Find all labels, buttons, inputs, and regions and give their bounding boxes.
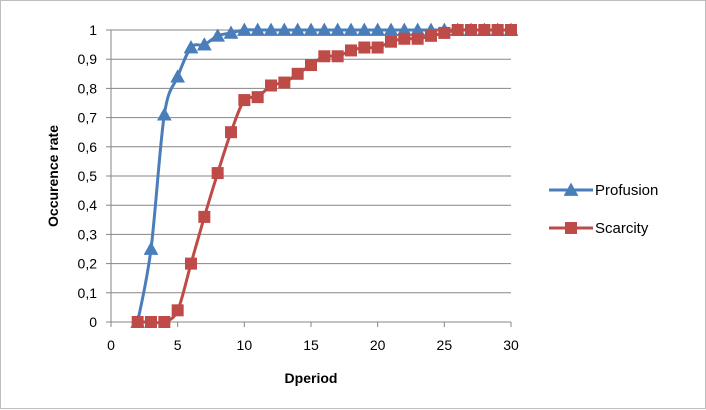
series-profusion — [130, 22, 519, 328]
data-point-scarcity — [211, 167, 224, 180]
data-point-scarcity — [371, 41, 384, 54]
data-point-scarcity — [398, 32, 411, 45]
data-point-profusion — [250, 22, 266, 36]
x-tick-label: 5 — [174, 337, 182, 353]
y-axis-ticks: 0 0,1 0,2 0,3 0,4 0,5 0,6 0,7 0,8 0,9 1 — [78, 22, 98, 330]
data-point-scarcity — [331, 50, 344, 63]
y-tick-label: 0,8 — [78, 80, 98, 96]
data-point-profusion — [223, 25, 239, 39]
data-point-profusion — [383, 22, 399, 36]
data-point-profusion — [330, 22, 346, 36]
data-point-scarcity — [451, 24, 464, 36]
y-tick-label: 0,5 — [78, 168, 98, 184]
data-point-scarcity — [345, 44, 357, 57]
y-tick-label: 0,9 — [78, 51, 98, 67]
data-point-scarcity — [265, 79, 277, 92]
y-tick-label: 0,1 — [78, 285, 98, 301]
y-tick-label: 0,2 — [78, 256, 98, 272]
data-point-scarcity — [491, 24, 504, 36]
x-tick-label: 15 — [303, 337, 319, 353]
data-point-profusion — [303, 22, 319, 36]
data-point-scarcity — [438, 26, 451, 39]
y-axis-title: Occurence rate — [45, 125, 61, 227]
data-point-profusion — [343, 22, 359, 36]
y-tick-label: 1 — [89, 22, 97, 38]
x-tick-label: 20 — [370, 337, 386, 353]
data-point-profusion — [210, 28, 226, 42]
data-point-scarcity — [478, 24, 491, 36]
legend-label-scarcity: Scarcity — [595, 220, 649, 237]
data-point-scarcity — [131, 316, 144, 328]
data-point-profusion — [156, 107, 172, 121]
legend-label-profusion: Profusion — [595, 182, 658, 199]
y-tick-label: 0,6 — [78, 139, 98, 155]
data-point-scarcity — [425, 29, 437, 42]
legend: Profusion Scarcity — [549, 182, 658, 237]
data-point-scarcity — [171, 304, 184, 317]
data-point-scarcity — [305, 59, 317, 72]
data-point-profusion — [183, 40, 199, 54]
data-point-profusion — [170, 69, 186, 83]
series-scarcity — [131, 24, 517, 328]
data-point-scarcity — [291, 67, 304, 80]
data-point-profusion — [370, 22, 386, 36]
x-axis-title: Dperiod — [285, 370, 338, 386]
data-point-scarcity — [465, 24, 477, 36]
data-point-scarcity — [411, 32, 424, 45]
x-tick-label: 0 — [107, 337, 115, 353]
y-tick-label: 0,3 — [78, 226, 98, 242]
y-tick-label: 0 — [89, 314, 97, 330]
axes — [106, 29, 512, 327]
data-point-scarcity — [198, 210, 211, 223]
data-point-profusion — [276, 22, 292, 36]
series-layer — [130, 22, 519, 328]
data-point-scarcity — [318, 50, 331, 63]
legend-marker-scarcity — [565, 222, 577, 234]
legend-marker-profusion — [563, 182, 579, 196]
data-point-scarcity — [225, 126, 237, 139]
data-point-scarcity — [251, 91, 264, 104]
data-point-scarcity — [278, 76, 291, 89]
data-point-profusion — [236, 22, 252, 36]
data-point-scarcity — [505, 24, 517, 36]
data-point-scarcity — [145, 316, 157, 328]
data-point-profusion — [263, 22, 279, 36]
y-tick-label: 0,4 — [78, 197, 98, 213]
data-point-scarcity — [385, 35, 397, 48]
data-point-profusion — [290, 22, 306, 36]
data-point-profusion — [316, 22, 332, 36]
data-point-scarcity — [185, 257, 197, 270]
data-point-profusion — [356, 22, 372, 36]
data-point-scarcity — [238, 94, 251, 107]
data-point-profusion — [143, 241, 159, 255]
x-tick-label: 25 — [437, 337, 453, 353]
data-point-scarcity — [358, 41, 371, 54]
x-tick-label: 10 — [237, 337, 253, 353]
data-point-scarcity — [158, 316, 171, 328]
y-tick-label: 0,7 — [78, 110, 98, 126]
x-axis-ticks: 0 5 10 15 20 25 30 — [107, 337, 519, 353]
x-tick-label: 30 — [503, 337, 519, 353]
data-point-profusion — [196, 37, 212, 51]
